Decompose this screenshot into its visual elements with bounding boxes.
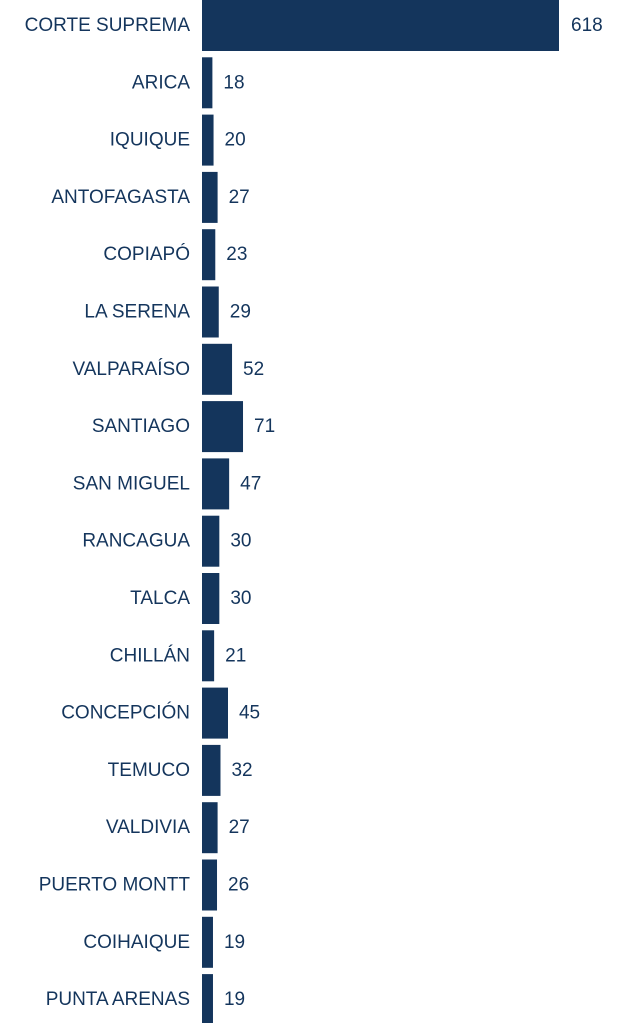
- value-label-12: 45: [239, 703, 260, 724]
- category-label-17: PUNTA ARENAS: [46, 989, 190, 1010]
- category-label-3: ANTOFAGASTA: [51, 187, 190, 208]
- category-label-15: PUERTO MONTT: [39, 875, 191, 896]
- category-label-8: SAN MIGUEL: [73, 473, 190, 494]
- value-label-13: 32: [231, 760, 252, 781]
- bar-8: [202, 458, 230, 510]
- value-label-14: 27: [229, 817, 250, 838]
- value-label-16: 19: [224, 932, 245, 953]
- category-label-13: TEMUCO: [108, 760, 190, 781]
- value-label-10: 30: [230, 588, 251, 609]
- value-label-3: 27: [229, 187, 250, 208]
- category-label-1: ARICA: [132, 72, 190, 93]
- category-label-10: TALCA: [130, 588, 190, 609]
- bars-layer: [202, 0, 559, 1023]
- value-label-9: 30: [230, 531, 251, 552]
- value-label-0: 618: [571, 15, 603, 36]
- bar-17: [202, 974, 213, 1023]
- category-label-2: IQUIQUE: [110, 130, 190, 151]
- category-label-14: VALDIVIA: [106, 817, 190, 838]
- value-label-1: 18: [223, 72, 244, 93]
- category-label-16: COIHAIQUE: [83, 932, 190, 953]
- bar-15: [202, 859, 218, 911]
- bar-0: [202, 0, 559, 51]
- value-labels: 618 18 20 27 23 29 52 71 47 30 30 21 45 32 27 26 19 19: [223, 15, 602, 1010]
- value-label-6: 52: [243, 359, 264, 380]
- value-label-8: 47: [240, 473, 261, 494]
- value-label-15: 26: [228, 875, 249, 896]
- category-label-0: CORTE SUPREMA: [25, 15, 191, 36]
- bar-9: [202, 515, 220, 567]
- value-label-17: 19: [224, 989, 245, 1010]
- value-label-4: 23: [226, 244, 247, 265]
- category-label-4: COPIAPÓ: [103, 243, 190, 265]
- category-labels: CORTE SUPREMA ARICA IQUIQUE ANTOFAGASTA COPI…: [25, 15, 191, 1010]
- value-label-7: 71: [254, 416, 275, 437]
- bar-3: [202, 171, 218, 223]
- value-label-5: 29: [230, 302, 251, 323]
- category-label-7: SANTIAGO: [92, 416, 190, 437]
- bar-4: [202, 229, 216, 281]
- bar-1: [202, 57, 213, 109]
- bar-2: [202, 114, 214, 166]
- category-label-5: LA SERENA: [84, 302, 190, 323]
- bar-5: [202, 286, 219, 338]
- value-label-11: 21: [225, 645, 246, 666]
- bar-6: [202, 343, 233, 395]
- bar-11: [202, 630, 215, 682]
- category-label-11: CHILLÁN: [110, 645, 190, 666]
- category-label-6: VALPARAÍSO: [72, 359, 190, 380]
- bar-10: [202, 573, 220, 624]
- bar-13: [202, 744, 221, 796]
- bar-12: [202, 687, 228, 739]
- category-label-12: CONCEPCIÓN: [61, 702, 190, 724]
- bar-7: [202, 401, 244, 453]
- value-label-2: 20: [225, 130, 246, 151]
- bar-16: [202, 916, 213, 968]
- bar-14: [202, 802, 218, 854]
- category-label-9: RANCAGUA: [82, 531, 190, 552]
